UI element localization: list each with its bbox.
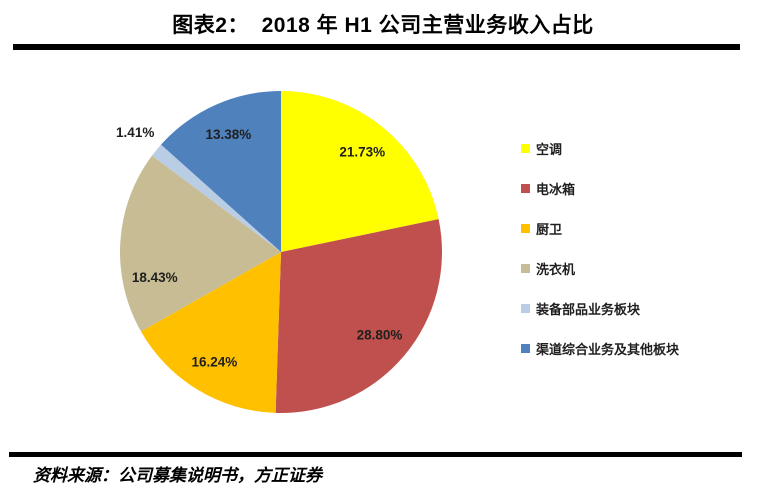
legend-label-air-conditioner: 空调	[536, 141, 563, 157]
legend-swatch-kitchen-bath	[521, 223, 530, 233]
source-note: 资料来源：公司募集说明书，方正证券	[33, 466, 322, 485]
legend-item-refrigerator: 电冰箱	[521, 181, 679, 197]
pie-slice-3	[120, 155, 281, 332]
title-rule	[13, 44, 740, 50]
pie-chart-svg: 21.73% 28.80% 16.24% 18.43% 1.41% 13.38%	[116, 91, 443, 414]
legend-item-washing-machine: 洗衣机	[521, 261, 679, 277]
pie-slice-0	[281, 91, 439, 252]
pie-slice-label-1: 28.80%	[357, 327, 403, 342]
pie-slice-label-2: 16.24%	[192, 355, 238, 370]
pie-slice-1	[275, 219, 443, 414]
pie-slice-label-5: 13.38%	[206, 127, 252, 142]
pie-slice-label-0: 21.73%	[339, 145, 385, 160]
legend-item-equipment-parts: 装备部品业务板块	[521, 301, 679, 317]
legend-swatch-air-conditioner	[521, 143, 530, 153]
pie-slice-2	[141, 252, 281, 413]
legend-swatch-washing-machine	[521, 263, 530, 273]
footer-rule	[9, 452, 742, 457]
legend-label-equipment-parts: 装备部品业务板块	[536, 301, 641, 317]
pie-slice-label-3: 18.43%	[132, 270, 178, 285]
legend-item-channel-other: 渠道综合业务及其他板块	[521, 341, 680, 357]
legend-item-air-conditioner: 空调	[521, 141, 679, 157]
legend-swatch-refrigerator	[521, 183, 530, 193]
legend-label-washing-machine: 洗衣机	[536, 261, 576, 277]
legend-item-kitchen-bath: 厨卫	[521, 221, 679, 237]
legend-swatch-channel-other	[521, 343, 530, 353]
figure-title: 图表2： 2018 年 H1 公司主营业务收入占比	[172, 14, 594, 37]
legend-label-channel-other: 渠道综合业务及其他板块	[536, 341, 680, 357]
pie-slice-4	[152, 144, 281, 252]
pie-slice-label-4: 1.41%	[116, 125, 154, 140]
legend-label-kitchen-bath: 厨卫	[536, 221, 563, 237]
pie-slice-5	[161, 91, 281, 252]
chart-legend: 空调 电冰箱 厨卫 洗衣机 装备部品业务板块 渠道综合业务及其他板块	[521, 141, 679, 381]
legend-label-refrigerator: 电冰箱	[536, 181, 576, 197]
legend-swatch-equipment-parts	[521, 303, 530, 313]
